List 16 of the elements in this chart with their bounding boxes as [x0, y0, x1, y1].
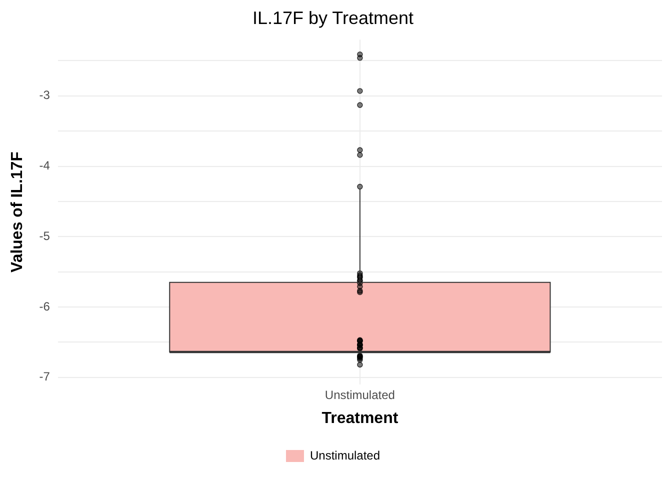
point	[357, 54, 363, 61]
x-axis-title: Treatment	[322, 410, 399, 427]
point	[357, 88, 363, 94]
point	[357, 184, 363, 190]
point	[357, 147, 363, 153]
chart-title: IL.17F by Treatment	[252, 8, 414, 28]
y-tick-label: -5	[39, 228, 50, 243]
point	[357, 102, 363, 108]
point	[357, 152, 363, 158]
y-tick-label: -7	[39, 370, 50, 384]
y-axis-title: Values of IL.17F	[9, 151, 26, 272]
y-tick-label: -4	[39, 158, 50, 173]
y-tick-label: -3	[39, 88, 50, 102]
y-tick-label: -6	[39, 299, 50, 314]
legend-label: Unstimulated	[310, 448, 380, 462]
point	[357, 362, 363, 368]
